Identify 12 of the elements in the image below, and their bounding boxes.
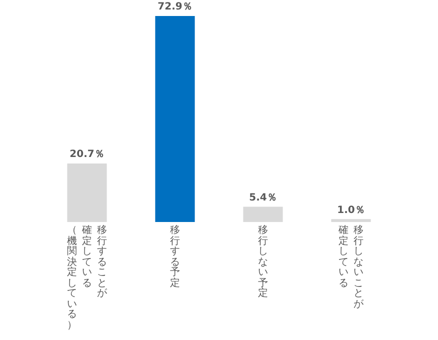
data-label: 72.9％ [158, 2, 192, 13]
category-label: 移行しないことが確定している [338, 225, 364, 310]
data-label: 5.4％ [249, 192, 277, 204]
data-label: 20.7％ [70, 149, 104, 160]
x-tick-label: 移行する予定 [170, 225, 180, 289]
data-label: 1.0％ [337, 204, 365, 216]
bar [155, 16, 195, 222]
category-label: 移行することが確定している（機関決定している） [67, 225, 107, 330]
bar [243, 206, 283, 222]
bar [331, 219, 371, 222]
x-tick-label: 移行しない予定 [258, 225, 268, 300]
bar [67, 164, 107, 222]
